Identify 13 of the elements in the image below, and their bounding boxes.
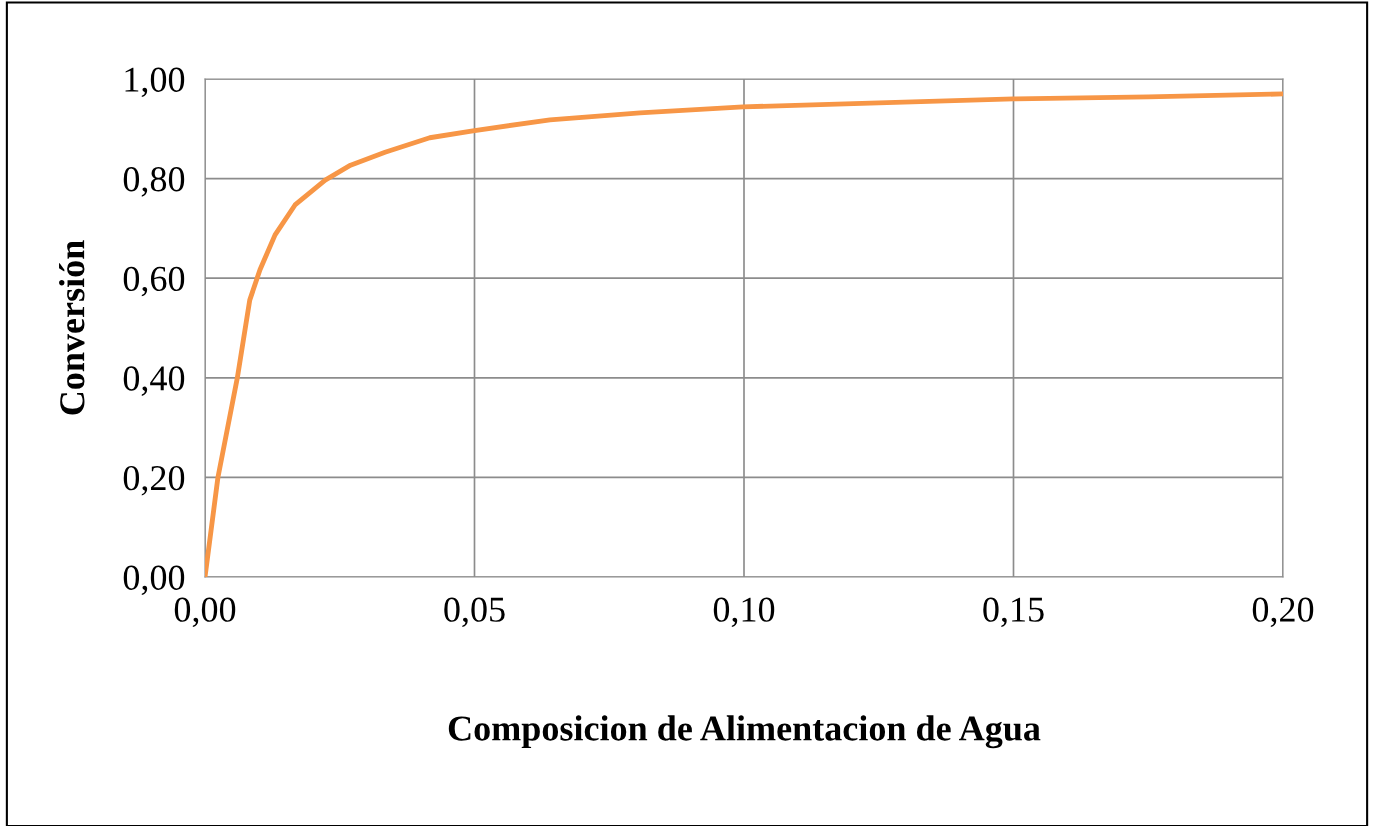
x-tick-label: 0,05: [444, 597, 505, 628]
y-tick-label: 1,00: [125, 67, 185, 98]
y-tick-label: 0,60: [123, 266, 185, 297]
y-tick-label: 0,80: [123, 167, 185, 197]
y-tick-label: 0,20: [123, 465, 185, 496]
y-tick-label: 0,40: [123, 366, 185, 396]
x-tick-label: 0,00: [174, 597, 236, 628]
y-axis-title: Conversión: [59, 240, 85, 415]
x-tick-label: 0,20: [1252, 597, 1314, 628]
x-tick-label: 0,15: [983, 597, 1044, 628]
y-tick-label: 0,00: [123, 565, 185, 596]
x-axis-title: Composicion de Alimentacion de Agua: [448, 715, 1041, 749]
x-tick-label: 0,10: [713, 597, 775, 628]
